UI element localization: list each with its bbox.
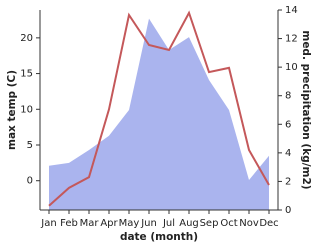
x-tick-label: Mar: [80, 218, 100, 229]
y-tick-label: 15: [20, 69, 33, 80]
y-tick-label: 10: [20, 104, 33, 115]
x-tick-label: Jul: [162, 218, 175, 229]
y2-tick-label: 14: [285, 5, 298, 16]
y2-axis-label: med. precipitation (kg/m2): [300, 30, 312, 189]
x-tick-label: Dec: [259, 218, 278, 229]
y2-tick-label: 12: [285, 34, 298, 45]
y-tick-label: 5: [27, 140, 33, 151]
y2-tick-label: 4: [285, 148, 291, 159]
x-tick-label: Jun: [140, 218, 157, 229]
temperature-line: [48, 10, 270, 207]
x-tick-label: Nov: [239, 218, 259, 229]
y2-tick-label: 2: [285, 176, 291, 187]
x-tick-label: Apr: [100, 218, 118, 229]
x-tick-label: Feb: [60, 218, 78, 229]
y-axis-label: max temp (C): [6, 70, 18, 150]
x-tick-label: Sep: [200, 218, 219, 229]
y-tick-label: 0: [27, 176, 33, 187]
y2-tick-label: 10: [285, 62, 298, 73]
y-tick-label: 20: [20, 33, 33, 44]
x-tick-label: Jan: [40, 218, 56, 229]
x-tick-label: Oct: [220, 218, 237, 229]
y2-tick-label: 0: [285, 205, 291, 216]
x-tick-label: Aug: [179, 218, 199, 229]
x-tick-label: May: [119, 218, 140, 229]
x-axis-label: date (month): [120, 231, 198, 243]
y2-tick-label: 8: [285, 91, 291, 102]
y2-tick-label: 6: [285, 119, 291, 130]
precipitation-area: [49, 18, 269, 211]
